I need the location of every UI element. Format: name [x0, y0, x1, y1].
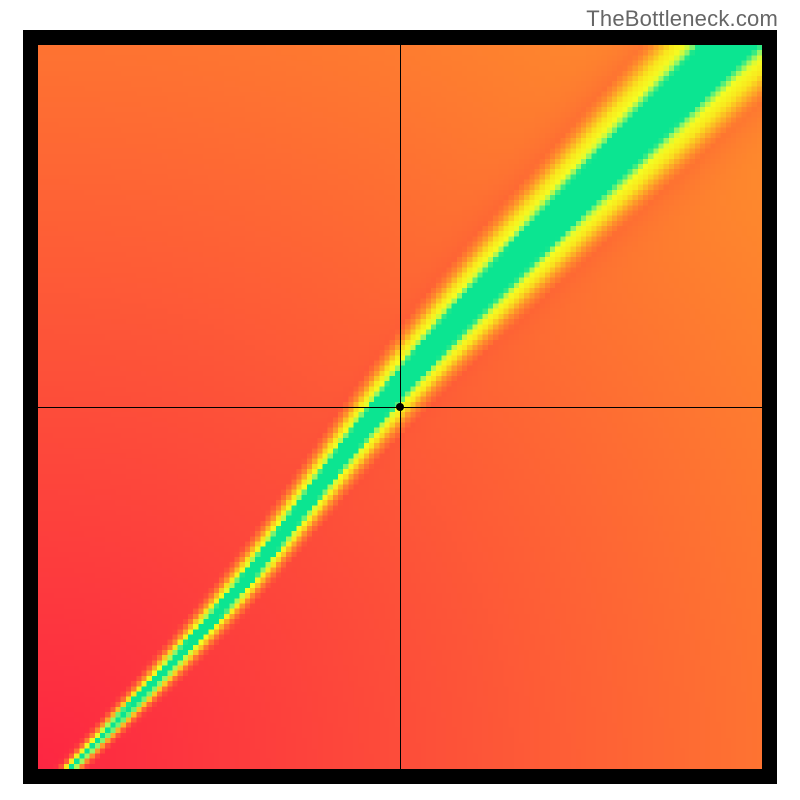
chart-container: TheBottleneck.com — [0, 0, 800, 800]
watermark-text: TheBottleneck.com — [586, 6, 778, 32]
marker-point — [396, 403, 404, 411]
